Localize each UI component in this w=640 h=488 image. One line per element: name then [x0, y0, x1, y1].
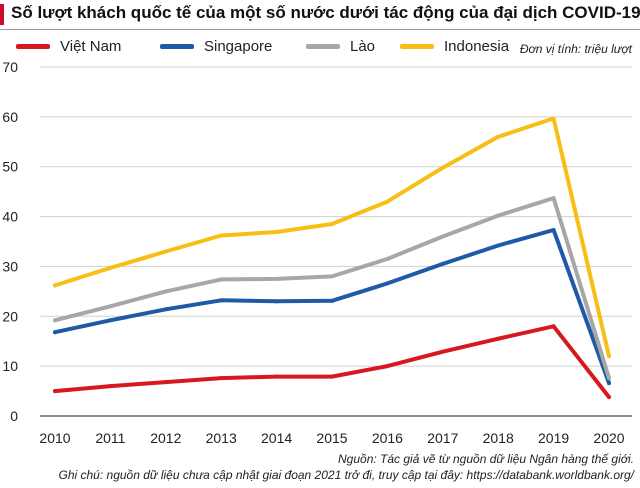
y-tick-label: 40 [2, 209, 18, 225]
title-bar: Số lượt khách quốc tế của một số nước dư… [0, 0, 640, 30]
data-point-singapore [330, 298, 334, 303]
legend-label-lao: Lào [350, 38, 376, 55]
data-point-singapore [53, 330, 57, 335]
data-point-lao [496, 213, 501, 218]
chart-title: Số lượt khách quốc tế của một số nước dư… [11, 3, 640, 22]
legend-label-singapore: Singapore [204, 38, 273, 55]
data-point-viet-nam [274, 374, 279, 379]
y-tick-label: 60 [2, 109, 18, 125]
data-point-indonesia [274, 230, 279, 235]
x-tick-label: 2019 [538, 430, 569, 446]
data-point-singapore [108, 318, 113, 323]
data-point-indonesia [385, 199, 390, 204]
series-line-viet-nam [53, 324, 611, 400]
title-divider [0, 29, 640, 30]
data-point-lao [274, 276, 279, 281]
legend-label-indonesia: Indonesia [444, 38, 510, 55]
data-point-singapore [496, 243, 501, 248]
y-tick-label: 50 [2, 159, 18, 175]
x-tick-label: 2011 [95, 430, 125, 446]
data-point-lao [440, 234, 445, 239]
data-point-viet-nam [551, 324, 556, 329]
x-tick-label: 2017 [427, 430, 458, 446]
data-point-singapore [607, 381, 611, 386]
x-tick-label: 2016 [372, 430, 403, 446]
data-point-indonesia [440, 165, 445, 170]
data-point-singapore [163, 307, 168, 312]
data-point-singapore [440, 261, 445, 266]
data-point-viet-nam [385, 364, 390, 369]
data-point-lao [551, 196, 556, 201]
x-tick-label: 2013 [206, 430, 237, 446]
data-point-viet-nam [108, 384, 113, 389]
data-point-indonesia [496, 134, 501, 139]
y-tick-label: 10 [2, 358, 18, 374]
data-point-lao [385, 256, 390, 261]
data-point-viet-nam [330, 374, 334, 379]
data-point-lao [219, 277, 224, 282]
y-tick-label: 20 [2, 308, 18, 324]
data-point-singapore [219, 298, 224, 303]
data-point-indonesia [53, 283, 57, 288]
legend-label-viet-nam: Việt Nam [60, 38, 122, 55]
x-tick-label: 2012 [150, 430, 181, 446]
legend-swatch-viet-nam [16, 44, 50, 49]
data-point-indonesia [607, 354, 611, 359]
y-tick-label: 30 [2, 258, 18, 274]
data-point-viet-nam [440, 349, 445, 354]
data-point-singapore [551, 228, 556, 233]
data-point-viet-nam [53, 389, 57, 394]
source-note: Nguồn: Tác giả vẽ từ nguồn dữ liệu Ngân … [338, 452, 634, 466]
y-tick-label: 0 [10, 408, 18, 424]
data-point-indonesia [330, 222, 334, 227]
y-tick-label: 70 [2, 59, 18, 75]
x-tick-label: 2014 [261, 430, 292, 446]
x-tick-label: 2010 [39, 430, 70, 446]
x-tick-label: 2018 [483, 430, 514, 446]
data-point-viet-nam [607, 395, 611, 400]
footnote: Ghi chú: nguồn dữ liệu chưa cập nhật gia… [58, 468, 635, 482]
data-point-indonesia [108, 265, 113, 270]
data-point-lao [53, 318, 57, 323]
data-point-lao [607, 376, 611, 381]
data-point-lao [330, 274, 334, 279]
data-point-indonesia [163, 249, 168, 254]
data-point-lao [108, 304, 113, 309]
data-point-indonesia [551, 116, 556, 121]
data-point-viet-nam [496, 336, 501, 341]
data-point-singapore [274, 299, 279, 304]
unit-note: Đơn vị tính: triệu lượt [519, 42, 632, 56]
series-line-singapore [53, 228, 611, 386]
legend-swatch-indonesia [400, 44, 434, 49]
data-point-viet-nam [163, 380, 168, 385]
title-accent-bar [0, 4, 4, 25]
data-point-indonesia [219, 233, 224, 238]
data-point-singapore [385, 281, 390, 286]
data-point-lao [163, 289, 168, 294]
x-tick-label: 2020 [593, 430, 624, 446]
x-tick-label: 2015 [316, 430, 347, 446]
legend-swatch-singapore [160, 44, 194, 49]
data-point-viet-nam [219, 376, 224, 381]
legend-swatch-lao [306, 44, 340, 49]
